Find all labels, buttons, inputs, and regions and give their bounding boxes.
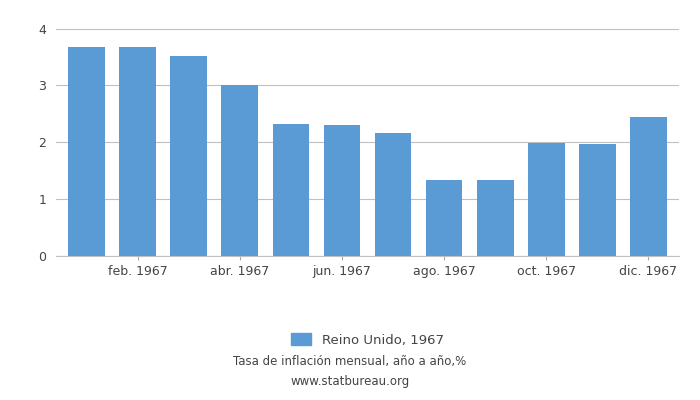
Text: Tasa de inflación mensual, año a año,%: Tasa de inflación mensual, año a año,%	[233, 356, 467, 368]
Bar	[374, 133, 412, 256]
Text: www.statbureau.org: www.statbureau.org	[290, 376, 410, 388]
Bar	[477, 180, 514, 256]
Bar	[170, 56, 207, 256]
Bar	[579, 144, 616, 256]
Bar	[119, 47, 156, 256]
Bar	[426, 180, 463, 256]
Bar	[630, 117, 666, 256]
Bar	[69, 47, 105, 256]
Bar	[323, 125, 360, 256]
Bar	[272, 124, 309, 256]
Bar	[528, 143, 565, 256]
Bar	[221, 85, 258, 256]
Legend: Reino Unido, 1967: Reino Unido, 1967	[291, 333, 444, 347]
